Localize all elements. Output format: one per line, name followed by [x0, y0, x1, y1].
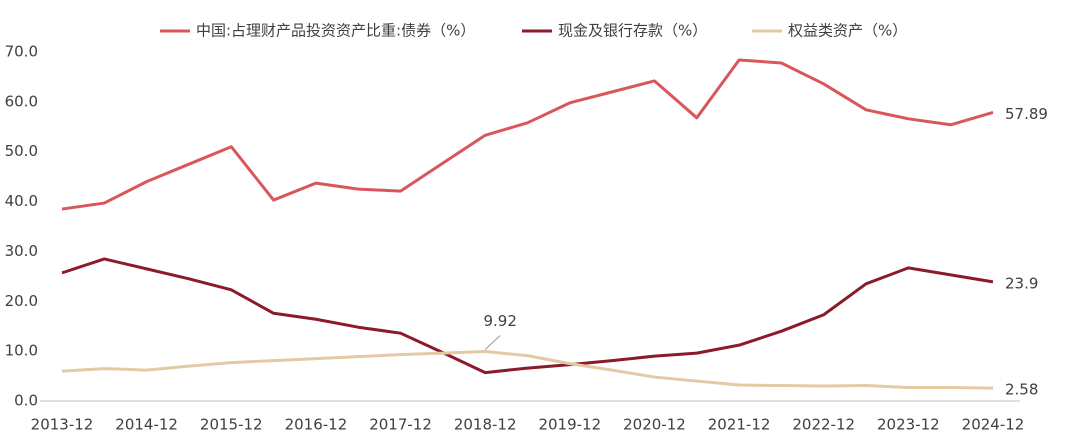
y-tick-label: 30.0 [5, 242, 38, 260]
legend-label: 权益类资产（%） [788, 22, 907, 40]
x-tick-label: 2019-12 [538, 416, 601, 434]
x-tick-label: 2018-12 [454, 416, 517, 434]
y-tick-label: 20.0 [5, 292, 38, 310]
y-tick-label: 60.0 [5, 92, 38, 110]
x-tick-label: 2015-12 [200, 416, 263, 434]
y-tick-label: 40.0 [5, 192, 38, 210]
x-tick-label: 2017-12 [369, 416, 432, 434]
y-tick-label: 50.0 [5, 142, 38, 160]
data-label: 23.9 [1005, 274, 1038, 292]
legend-label: 中国:占理财产品投资资产比重:债券（%） [196, 22, 475, 40]
x-tick-label: 2020-12 [623, 416, 686, 434]
data-label: 57.89 [1005, 105, 1048, 123]
data-label: 2.58 [1005, 381, 1038, 399]
series-line [61, 58, 994, 211]
x-tick-label: 2013-12 [31, 416, 94, 434]
x-tick-label: 2014-12 [115, 416, 178, 434]
y-tick-label: 70.0 [5, 43, 38, 61]
x-tick-label: 2016-12 [285, 416, 348, 434]
x-tick-label: 2024-12 [962, 416, 1025, 434]
data-label: 9.92 [483, 312, 516, 330]
series-line [61, 257, 994, 375]
leader-line [484, 335, 501, 350]
y-tick-label: 10.0 [5, 342, 38, 360]
x-tick-label: 2023-12 [877, 416, 940, 434]
x-tick-label: 2022-12 [792, 416, 855, 434]
legend-label: 现金及银行存款（%） [558, 22, 707, 40]
x-tick-label: 2021-12 [708, 416, 771, 434]
y-tick-label: 0.0 [14, 392, 38, 410]
series-line [61, 350, 994, 390]
